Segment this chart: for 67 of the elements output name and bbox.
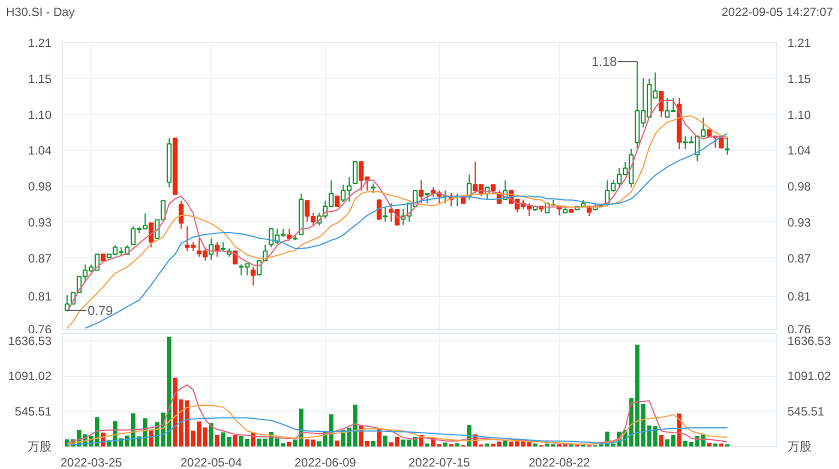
candlestick [148, 222, 154, 248]
bar [443, 442, 448, 446]
bar [287, 442, 292, 446]
y-tick-label: 1.15 [28, 72, 52, 86]
candlestick [220, 242, 226, 252]
line-series [66, 417, 728, 446]
candlestick [382, 206, 388, 222]
line-series [66, 404, 728, 445]
y2-tick-label: 1.10 [788, 108, 812, 122]
y2-tick-label: 0.81 [788, 290, 812, 304]
x-tick-label: 2022-07-15 [408, 456, 470, 469]
bar [659, 435, 664, 446]
bar [503, 440, 508, 446]
candlestick [178, 200, 184, 230]
y-tick-label: 1.10 [28, 108, 52, 122]
y2-tick-label: 1.15 [788, 72, 812, 86]
y-tick-label: 万股 [28, 440, 52, 454]
y2-tick-label: 545.51 [788, 404, 825, 418]
y-tick-label: 545.51 [14, 404, 52, 418]
bar [455, 443, 460, 446]
candlestick [250, 266, 256, 286]
y2-tick-label: 1.21 [788, 36, 812, 50]
y-tick-label: 0.87 [28, 251, 52, 266]
y-tick-label: 0.98 [28, 180, 52, 194]
x-tick-label: 2022-03-25 [60, 456, 122, 469]
bar [485, 444, 490, 446]
bar [707, 442, 712, 446]
candlestick [724, 136, 730, 156]
x-tick-label: 2022-06-09 [294, 456, 356, 469]
y-tick-label: 1.21 [28, 36, 52, 50]
y2-tick-label: 1.04 [788, 144, 812, 158]
candlestick [232, 250, 238, 264]
annotation: 0.79 [88, 302, 113, 318]
bar [335, 440, 340, 446]
bar [209, 423, 214, 446]
bar [215, 435, 220, 446]
bar [425, 444, 430, 446]
candlestick [376, 199, 382, 220]
y2-tick-label: 1636.53 [788, 334, 832, 348]
y-tick-label: 1.04 [28, 144, 52, 158]
y2-tick-label: 0.93 [788, 215, 812, 230]
candlestick [352, 161, 358, 184]
candlestick [370, 182, 376, 194]
y-tick-label: 1636.53 [8, 334, 52, 348]
x-tick-label: 2022-08-22 [528, 456, 590, 469]
y2-tick-label: 1091.02 [788, 369, 832, 384]
y-tick-label: 1091.02 [8, 369, 52, 384]
bar [719, 444, 724, 446]
candlestick [424, 193, 430, 204]
bar [533, 444, 538, 446]
text: 2022-09-05 14:27:07 [722, 4, 833, 21]
bar [713, 444, 718, 446]
bar [383, 436, 388, 446]
y2-tick-label: 万股 [788, 440, 812, 454]
bar [371, 440, 376, 446]
bar [233, 435, 238, 446]
x-tick-label: 2022-05-04 [180, 456, 242, 469]
y-tick-label: 0.93 [28, 215, 52, 230]
candlestick [208, 238, 214, 261]
y2-tick-label: 0.87 [788, 251, 812, 266]
y-tick-label: 0.81 [28, 290, 52, 304]
annotation: 1.18 [592, 54, 617, 70]
candlestick [418, 180, 424, 204]
y2-tick-label: 0.98 [788, 180, 812, 194]
chart-title: H30.SI - Day [6, 4, 75, 21]
line-series [66, 384, 728, 445]
candlestick [334, 196, 340, 208]
